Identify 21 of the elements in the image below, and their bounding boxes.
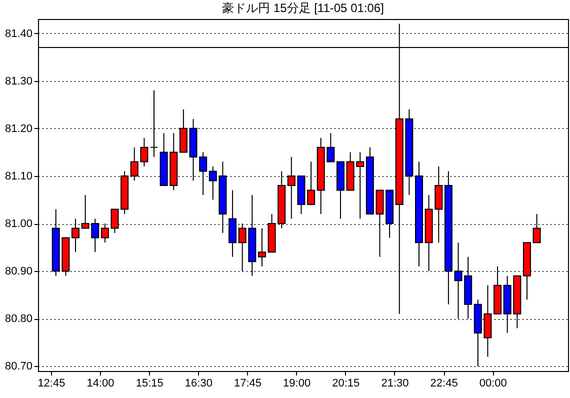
x-tick-label: 22:45 bbox=[430, 378, 458, 390]
chart-title: 豪ドル円 15分足 [11-05 01:06] bbox=[222, 1, 384, 15]
candlestick bbox=[258, 228, 266, 267]
y-tick-label: 81.20 bbox=[4, 122, 32, 135]
y-tick-label: 81.30 bbox=[4, 75, 32, 88]
x-tick-label: 19:00 bbox=[283, 378, 311, 390]
x-tick-label: 16:30 bbox=[184, 378, 212, 390]
y-tick-label: 81.00 bbox=[4, 218, 32, 230]
y-tick-label: 80.90 bbox=[4, 266, 32, 278]
candlestick bbox=[307, 161, 316, 206]
x-tick-label: 15:15 bbox=[136, 378, 164, 390]
x-tick-label: 17:45 bbox=[234, 378, 262, 390]
y-tick-label: 81.40 bbox=[4, 28, 32, 40]
x-tick-label: 12:45 bbox=[38, 378, 66, 390]
x-tick-label: 20:15 bbox=[332, 378, 360, 390]
x-tick-label: 21:30 bbox=[381, 378, 409, 390]
x-tick-label: 00:00 bbox=[479, 378, 507, 390]
y-tick-label: 80.80 bbox=[4, 313, 32, 326]
y-tick-label: 80.70 bbox=[4, 360, 32, 373]
y-tick-label: 81.10 bbox=[4, 170, 32, 182]
x-tick-label: 14:00 bbox=[86, 378, 114, 390]
